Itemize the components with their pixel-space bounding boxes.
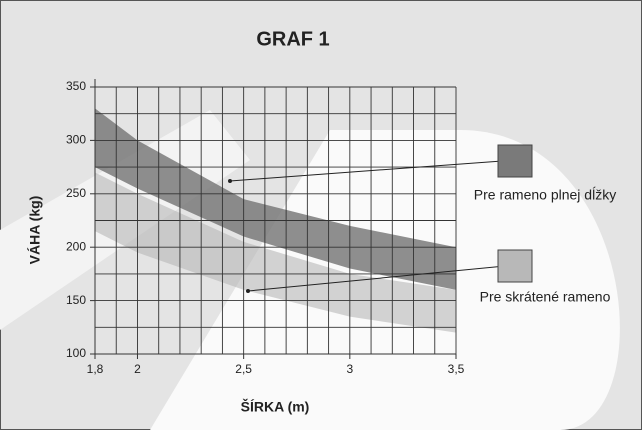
legend-swatch xyxy=(497,249,533,283)
band xyxy=(95,108,456,290)
y-axis-label: VÁHA (kg) xyxy=(27,196,43,265)
x-tick-label: 3,5 xyxy=(448,362,465,376)
y-tick-label: 300 xyxy=(66,133,86,147)
y-tick-label: 100 xyxy=(66,346,86,360)
band xyxy=(95,172,456,333)
y-tick-label: 200 xyxy=(66,239,86,253)
x-axis-label: ŠÍRKA (m) xyxy=(241,398,310,415)
x-tick-label: 3 xyxy=(346,362,353,376)
x-tick-label: 1,8 xyxy=(87,362,104,376)
leader-dot xyxy=(228,179,232,183)
legend-swatch xyxy=(497,144,533,178)
chart-title: GRAF 1 xyxy=(256,28,329,50)
y-tick-label: 350 xyxy=(66,79,86,93)
leader-line xyxy=(247,264,516,292)
y-tick-label: 150 xyxy=(66,293,86,307)
y-tick-label: 250 xyxy=(66,186,86,200)
x-tick-label: 2 xyxy=(134,362,141,376)
leader-line xyxy=(229,159,516,182)
x-tick-label: 2,5 xyxy=(235,362,252,376)
legend-label: Pre skrátené rameno xyxy=(480,289,611,305)
legend-label: Pre rameno plnej dĺžky xyxy=(474,186,616,203)
leader-dot xyxy=(246,289,250,293)
